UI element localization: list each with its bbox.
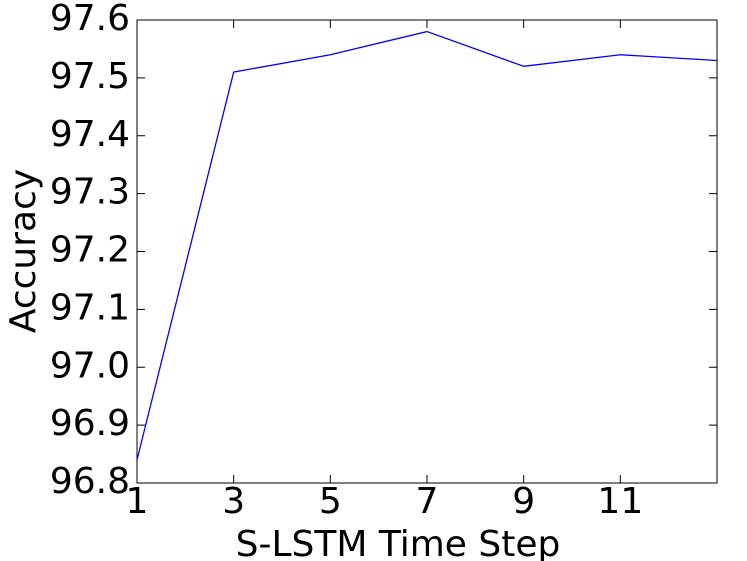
y-tick-label: 97.1: [50, 287, 130, 328]
y-tick-label: 97.4: [50, 114, 130, 155]
x-tick-label: 1: [126, 481, 149, 522]
y-tick-label: 97.3: [50, 172, 130, 213]
x-tick-label: 3: [222, 481, 245, 522]
x-tick-label: 11: [597, 481, 643, 522]
x-tick-label: 9: [512, 481, 535, 522]
x-tick-label: 5: [319, 481, 342, 522]
y-tick-label: 97.2: [50, 230, 130, 271]
y-tick-label: 96.9: [50, 403, 130, 444]
data-line: [136, 30, 718, 461]
y-axis-label: Accuracy: [3, 169, 44, 333]
y-tick-label: 97.5: [50, 56, 130, 97]
x-axis-label: S-LSTM Time Step: [236, 524, 561, 561]
y-tick-label: 96.8: [50, 461, 130, 502]
plot-frame: [136, 19, 718, 484]
x-tick-label: 7: [416, 481, 439, 522]
y-tick-label: 97.0: [50, 345, 130, 386]
y-tick-label: 97.6: [50, 0, 130, 39]
